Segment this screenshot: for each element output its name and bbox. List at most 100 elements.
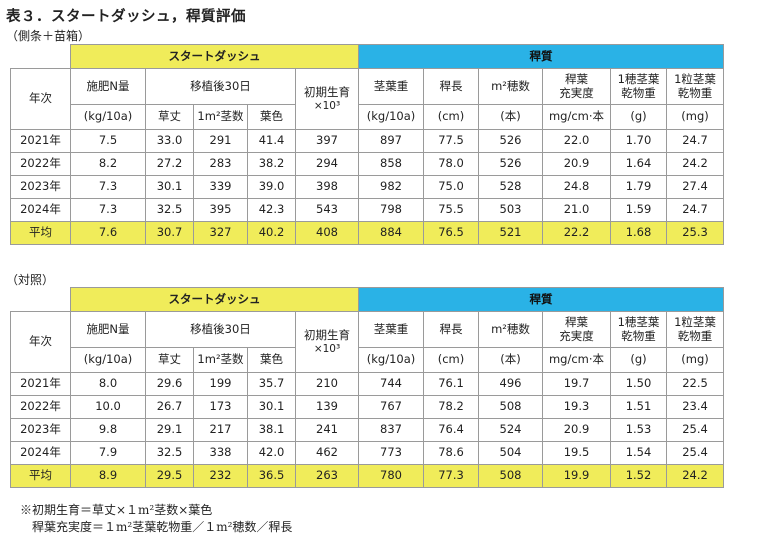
table-cell: 2023年 [10,175,71,199]
header-plant-height: 草丈 [145,347,194,373]
table-cell: 42.3 [247,198,296,222]
table-cell: 2023年 [10,418,71,442]
table-cell: 173 [193,395,248,419]
header-stems: 1m²茎数 [193,104,248,130]
table-cell: 10.0 [70,395,146,419]
header-fert: 施肥N量 [70,68,146,105]
table-cell: 21.0 [542,198,611,222]
header-leaf-color: 葉色 [247,347,296,373]
group-header-quality: 稈質 [358,44,724,69]
table-row: 2021年 7.5 33.0 291 41.4 397 897 77.5 526 22.0 1.70… [10,129,724,153]
header-stems: 1m²茎数 [193,347,248,373]
average-cell: 508 [478,464,543,488]
unit-panicles: (本) [478,347,543,373]
table-cell: 76.1 [423,372,479,396]
table-cell: 508 [478,395,543,419]
table-cell: 24.7 [666,198,724,222]
table-cell: 1.50 [610,372,667,396]
table-cell: 25.4 [666,441,724,465]
table-cell: 338 [193,441,248,465]
table-cell: 837 [358,418,424,442]
section2-caption: （対照） [6,273,55,287]
table-cell: 398 [295,175,359,199]
table-cell: 2021年 [10,129,71,153]
header-per-panicle: 1穂茎葉 乾物重 [610,68,667,105]
average-cell: 1.52 [610,464,667,488]
table-cell: 22.0 [542,129,611,153]
table-cell: 339 [193,175,248,199]
table-cell: 77.5 [423,129,479,153]
header-year: 年次 [10,311,71,373]
unit-per-grain: (mg) [666,104,724,130]
table-cell: 2024年 [10,441,71,465]
header-culm-length: 稈長 [423,68,479,105]
header-panicles: m²穂数 [478,311,543,348]
table-cell: 2022年 [10,152,71,176]
average-row: 平均 7.6 30.7 327 40.2 408 884 76.5 521 22.2 1.68 25.… [10,221,724,245]
table-cell: 32.5 [145,198,194,222]
table-cell: 798 [358,198,424,222]
group-header-start-dash: スタートダッシュ [70,287,359,312]
header-per-grain: 1粒茎葉 乾物重 [666,68,724,105]
table-cell: 78.0 [423,152,479,176]
average-cell: 232 [193,464,248,488]
table-cell: 30.1 [247,395,296,419]
table-cell: 8.2 [70,152,146,176]
table-row: 2024年 7.9 32.5 338 42.0 462 773 78.6 504 19.5 1.54… [10,441,724,465]
average-cell: 7.6 [70,221,146,245]
average-cell: 521 [478,221,543,245]
unit-per-grain: (mg) [666,347,724,373]
unit-culm-length: (cm) [423,104,479,130]
footnote-line-2: 稈葉充実度＝１m²茎葉乾物重／１m²穂数／稈長 [32,520,293,534]
average-cell: 40.2 [247,221,296,245]
table-cell: 503 [478,198,543,222]
table-cell: 1.64 [610,152,667,176]
table-cell: 2022年 [10,395,71,419]
table-cell: 32.5 [145,441,194,465]
header-panicles: m²穂数 [478,68,543,105]
section1-caption: （側条＋苗箱） [6,29,91,43]
header-fert: 施肥N量 [70,311,146,348]
table-cell: 39.0 [247,175,296,199]
table-cell: 22.5 [666,372,724,396]
unit-fert: (kg/10a) [70,104,146,130]
table-cell: 1.59 [610,198,667,222]
average-cell: 263 [295,464,359,488]
table-cell: 773 [358,441,424,465]
table-cell: 38.1 [247,418,296,442]
table-cell: 33.0 [145,129,194,153]
header-culm-fill: 稈葉 充実度 [542,68,611,105]
average-cell: 24.2 [666,464,724,488]
group-header-start-dash: スタートダッシュ [70,44,359,69]
footnote-line-1: ※初期生育＝草丈×１m²茎数×葉色 [20,503,213,517]
table-cell: 41.4 [247,129,296,153]
table-cell: 291 [193,129,248,153]
average-cell: 平均 [10,221,71,245]
header-culm-fill: 稈葉 充実度 [542,311,611,348]
average-cell: 30.7 [145,221,194,245]
table-cell: 199 [193,372,248,396]
table-row: 2023年 9.8 29.1 217 38.1 241 837 76.4 524 20.9 1.53… [10,418,724,442]
average-cell: 77.3 [423,464,479,488]
table-cell: 20.9 [542,418,611,442]
header-per-grain: 1粒茎葉 乾物重 [666,311,724,348]
average-cell: 29.5 [145,464,194,488]
table-cell: 42.0 [247,441,296,465]
table-cell: 744 [358,372,424,396]
header-stem-leaf-weight: 茎葉重 [358,311,424,348]
header-stem-leaf-weight: 茎葉重 [358,68,424,105]
unit-per-panicle: (g) [610,347,667,373]
table-cell: 767 [358,395,424,419]
table-cell: 20.9 [542,152,611,176]
table-row: 2023年 7.3 30.1 339 39.0 398 982 75.0 528 24.8 1.79… [10,175,724,199]
header-initial-growth: 初期生育 ×10³ [295,311,359,373]
table-cell: 75.5 [423,198,479,222]
table-cell: 217 [193,418,248,442]
table-cell: 1.53 [610,418,667,442]
header-per-panicle: 1穂茎葉 乾物重 [610,311,667,348]
table-cell: 24.8 [542,175,611,199]
header-plant-height: 草丈 [145,104,194,130]
average-cell: 408 [295,221,359,245]
unit-fert: (kg/10a) [70,347,146,373]
table-cell: 75.0 [423,175,479,199]
